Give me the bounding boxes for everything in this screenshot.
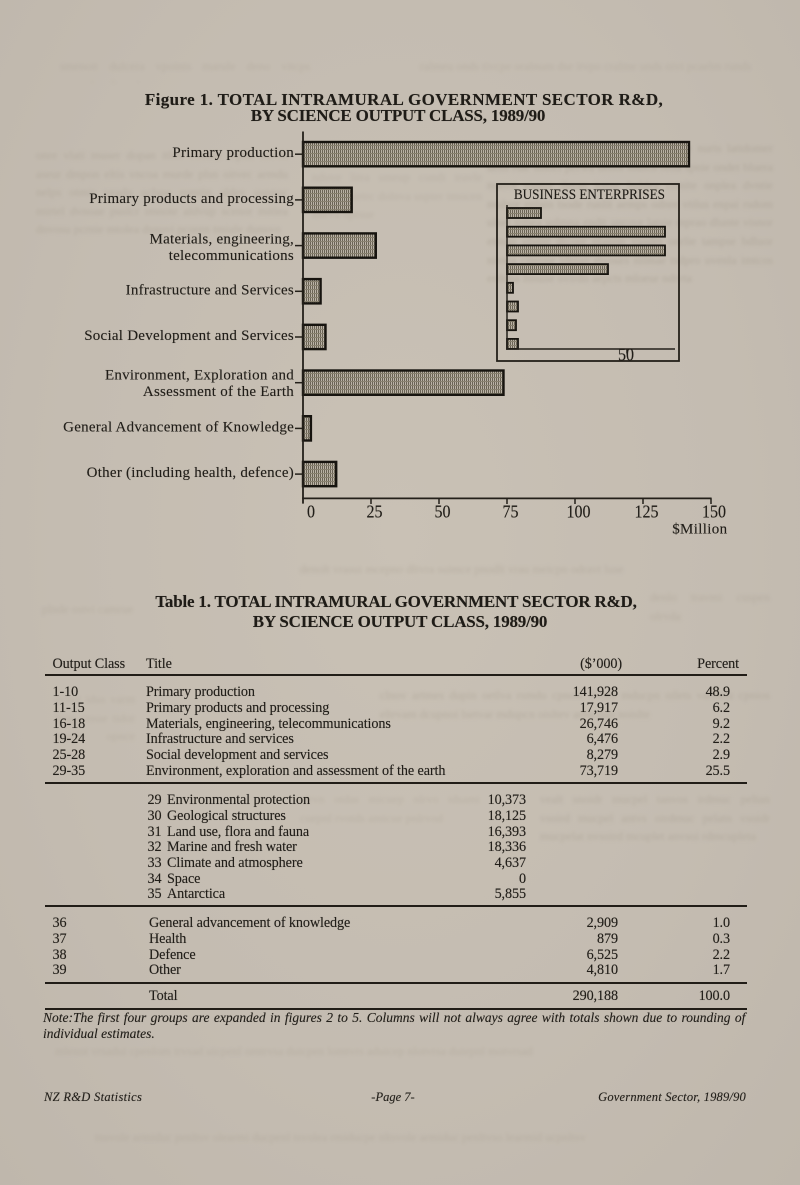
svg-text:Primary production: Primary production: [172, 145, 294, 161]
svg-text:50: 50: [618, 345, 634, 365]
svg-text:Materials, engineering,: Materials, engineering,: [150, 232, 294, 248]
svg-text:Infrastructure and Services: Infrastructure and Services: [126, 282, 294, 298]
svg-text:Primary products and processin: Primary products and processing: [89, 191, 294, 207]
svg-text:Social Development and Service: Social Development and Services: [84, 328, 294, 344]
svg-text:0: 0: [307, 502, 315, 522]
svg-text:General Advancement of Knowled: General Advancement of Knowledge: [63, 419, 294, 435]
svg-text:75: 75: [503, 502, 519, 522]
svg-text:Environment, Exploration and: Environment, Exploration and: [105, 368, 294, 384]
svg-text:150: 150: [702, 502, 726, 522]
svg-text:100: 100: [566, 502, 590, 522]
svg-text:50: 50: [435, 502, 451, 522]
svg-text:Other (including health, defen: Other (including health, defence): [87, 465, 294, 481]
svg-text:125: 125: [634, 502, 658, 522]
svg-text:$Million: $Million: [672, 522, 727, 538]
svg-text:25: 25: [367, 502, 383, 522]
svg-text:telecommunications: telecommunications: [169, 248, 294, 264]
svg-text:Assessment of the Earth: Assessment of the Earth: [143, 384, 294, 400]
svg-text:BUSINESS ENTERPRISES: BUSINESS ENTERPRISES: [514, 186, 665, 203]
